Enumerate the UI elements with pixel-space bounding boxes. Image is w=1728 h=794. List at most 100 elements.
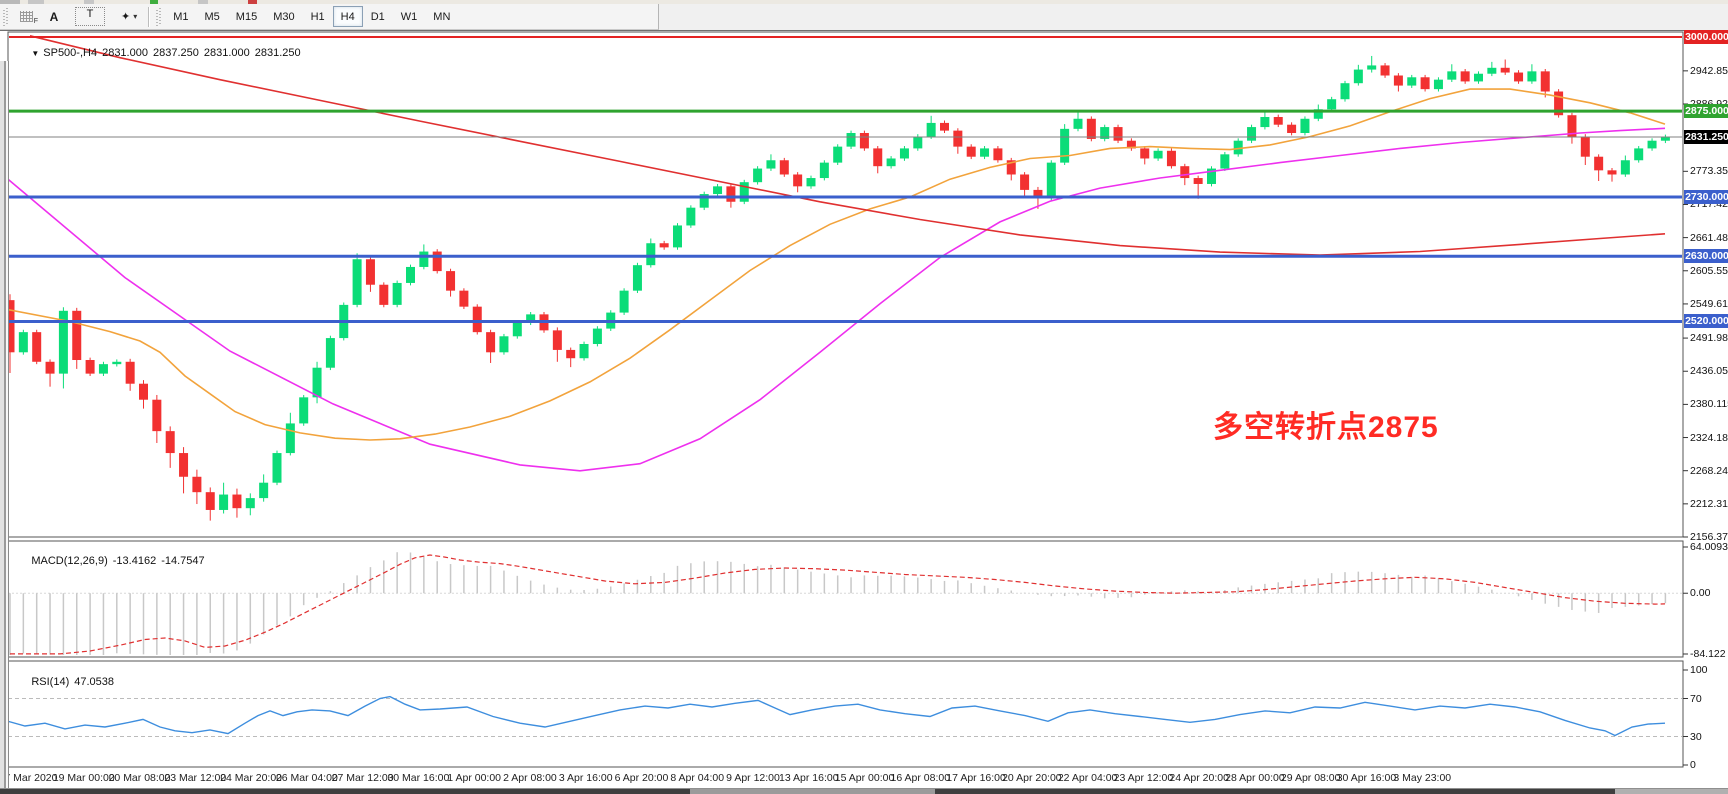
price-tick: 2380.115 <box>1690 398 1728 411</box>
bear-candle <box>152 399 162 432</box>
bull-candle <box>1340 83 1350 100</box>
bull-candle <box>619 290 629 313</box>
text-label-icon: T <box>75 7 105 26</box>
bull-candle <box>1407 77 1417 86</box>
chart-canvas[interactable]: ▼ SP500-,H4 2831.000 2837.250 2831.000 2831.2… <box>0 29 1728 794</box>
insert-label-button[interactable]: T <box>67 6 113 27</box>
time-tick: 23 Apr 12:00 <box>1113 772 1174 784</box>
bear-candle <box>125 361 135 384</box>
timeframe-button-M1[interactable]: M1 <box>165 6 196 27</box>
price-tick: 2942.855 <box>1690 64 1728 77</box>
rsi-line <box>9 695 1666 737</box>
time-tick: 29 Apr 08:00 <box>1280 772 1341 784</box>
objects-dropdown-button[interactable]: ✦ ▾ <box>113 6 145 27</box>
price-tick: 2156.375 <box>1690 531 1728 543</box>
bear-candle <box>1607 170 1617 175</box>
time-tick: 27 Mar 12:00 <box>331 772 394 784</box>
rsi-tick: 0 <box>1690 759 1696 771</box>
snap-grid-button[interactable]: F <box>12 6 41 27</box>
bull-candle <box>419 251 429 267</box>
bull-candle <box>58 310 68 374</box>
bull-candle <box>766 160 776 169</box>
bear-candle <box>1166 150 1176 167</box>
bear-candle <box>1193 178 1203 184</box>
bear-candle <box>139 383 148 400</box>
bear-candle <box>472 306 482 333</box>
insert-text-button[interactable]: A <box>41 6 67 27</box>
snap-grid-icon <box>20 11 33 22</box>
rsi-name: RSI(14) <box>31 676 70 688</box>
bear-candle <box>940 122 949 131</box>
macd-main-value: -13.4162 <box>112 555 157 567</box>
bull-candle <box>913 136 923 149</box>
bear-candle <box>1033 189 1043 199</box>
timeframe-button-M5[interactable]: M5 <box>197 6 228 27</box>
time-tick: 13 Apr 16:00 <box>778 772 839 784</box>
bear-candle <box>45 361 55 374</box>
time-tick: 1 Apr 00:00 <box>447 772 502 784</box>
bull-candle <box>259 482 269 499</box>
bear-candle <box>1287 124 1297 133</box>
bear-candle <box>1380 65 1390 76</box>
time-tick: 19 Mar 00:00 <box>52 772 115 784</box>
window-left-frame <box>0 61 9 794</box>
collapse-arrow-icon: ▼ <box>31 49 40 58</box>
bull-candle <box>1060 128 1070 163</box>
price-badge-2630.000: 2630.000 <box>1684 249 1728 264</box>
bull-candle <box>1100 127 1110 139</box>
timeframe-button-M15[interactable]: M15 <box>228 6 265 27</box>
bear-candle <box>1514 72 1524 82</box>
bull-candle <box>272 453 282 483</box>
symbol-name: SP500-,H4 <box>43 47 98 59</box>
bull-candle <box>833 146 843 163</box>
timeframe-drag-handle[interactable] <box>156 7 162 26</box>
bull-candle <box>1046 162 1056 199</box>
bull-candle <box>1487 67 1497 74</box>
bull-candle <box>1647 140 1657 149</box>
chart-plot[interactable] <box>0 31 1728 789</box>
bull-candle <box>1474 73 1483 82</box>
bear-candle <box>1020 174 1030 190</box>
price-badge-3000.000: 3000.000 <box>1684 29 1728 44</box>
bull-candle <box>312 367 322 398</box>
timeframe-button-H4[interactable]: H4 <box>332 6 363 27</box>
timeframe-button-M30[interactable]: M30 <box>265 6 302 27</box>
taskbar-segment <box>1615 789 1728 794</box>
bull-candle <box>819 162 829 179</box>
timeframe-button-W1[interactable]: W1 <box>393 6 426 27</box>
bear-candle <box>1006 160 1016 175</box>
bull-candle <box>285 423 295 454</box>
bull-candle <box>98 364 108 374</box>
taskbar-segment <box>0 789 690 794</box>
timeframe-button-H1[interactable]: H1 <box>303 6 333 27</box>
time-tick: 8 Apr 04:00 <box>670 772 725 784</box>
bear-candle <box>566 349 576 359</box>
toolbar-drag-handle[interactable] <box>3 7 8 26</box>
bear-candle <box>793 174 803 187</box>
timeframe-button-MN[interactable]: MN <box>425 6 458 27</box>
time-tick: 23 Mar 12:00 <box>164 772 227 784</box>
rsi-tick: 30 <box>1690 730 1702 743</box>
low-value: 2831.000 <box>203 47 250 59</box>
panel-border <box>7 31 1684 538</box>
bull-candle <box>699 194 709 208</box>
bull-candle <box>1660 136 1670 141</box>
time-tick: 2 Apr 08:00 <box>503 772 557 784</box>
taskbar-segment <box>690 789 935 794</box>
window-fragment <box>198 0 208 4</box>
bear-candle <box>552 330 562 350</box>
time-tick: 16 Apr 08:00 <box>890 772 951 784</box>
high-value: 2837.250 <box>152 47 199 59</box>
bear-candle <box>192 476 202 493</box>
bear-candle <box>953 130 963 147</box>
bear-candle <box>459 290 469 307</box>
price-tick: 2773.355 <box>1690 165 1728 178</box>
bull-candle <box>1073 118 1083 129</box>
timeframe-button-D1[interactable]: D1 <box>363 6 393 27</box>
timeframe-toolbar: M1 M5 M15 M30 H1 H4 D1 W1 MN <box>165 6 458 27</box>
rsi-indicator-label: RSI(14) 47.0538 <box>13 664 119 700</box>
toolbar: F A T ✦ ▾ M1 M5 M15 M30 H1 H4 D1 W1 MN <box>0 4 1728 30</box>
price-tick: 2605.550 <box>1690 264 1728 277</box>
time-tick: 30 Mar 16:00 <box>387 772 450 784</box>
